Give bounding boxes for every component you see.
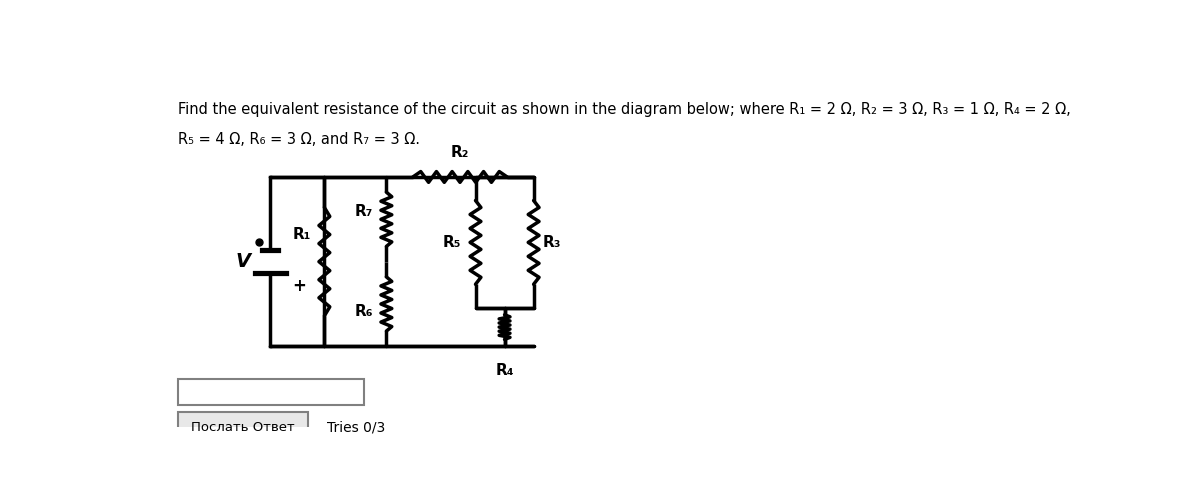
Text: Find the equivalent resistance of the circuit as shown in the diagram below; whe: Find the equivalent resistance of the ci…	[178, 102, 1070, 117]
Text: R₆: R₆	[355, 304, 373, 319]
Text: R₂: R₂	[451, 145, 469, 160]
Text: V: V	[235, 252, 251, 271]
Text: Tries 0/3: Tries 0/3	[326, 420, 385, 434]
Text: +: +	[292, 277, 306, 295]
Text: R₇: R₇	[355, 204, 373, 219]
Text: R₁: R₁	[293, 227, 311, 242]
Text: R₅: R₅	[443, 235, 462, 250]
Text: R₅ = 4 Ω, R₆ = 3 Ω, and R₇ = 3 Ω.: R₅ = 4 Ω, R₆ = 3 Ω, and R₇ = 3 Ω.	[178, 132, 420, 146]
FancyBboxPatch shape	[178, 379, 364, 405]
Text: R₄: R₄	[496, 363, 514, 378]
Text: R₃: R₃	[542, 235, 562, 250]
Text: Послать Ответ: Послать Ответ	[191, 420, 295, 434]
FancyBboxPatch shape	[178, 412, 308, 442]
